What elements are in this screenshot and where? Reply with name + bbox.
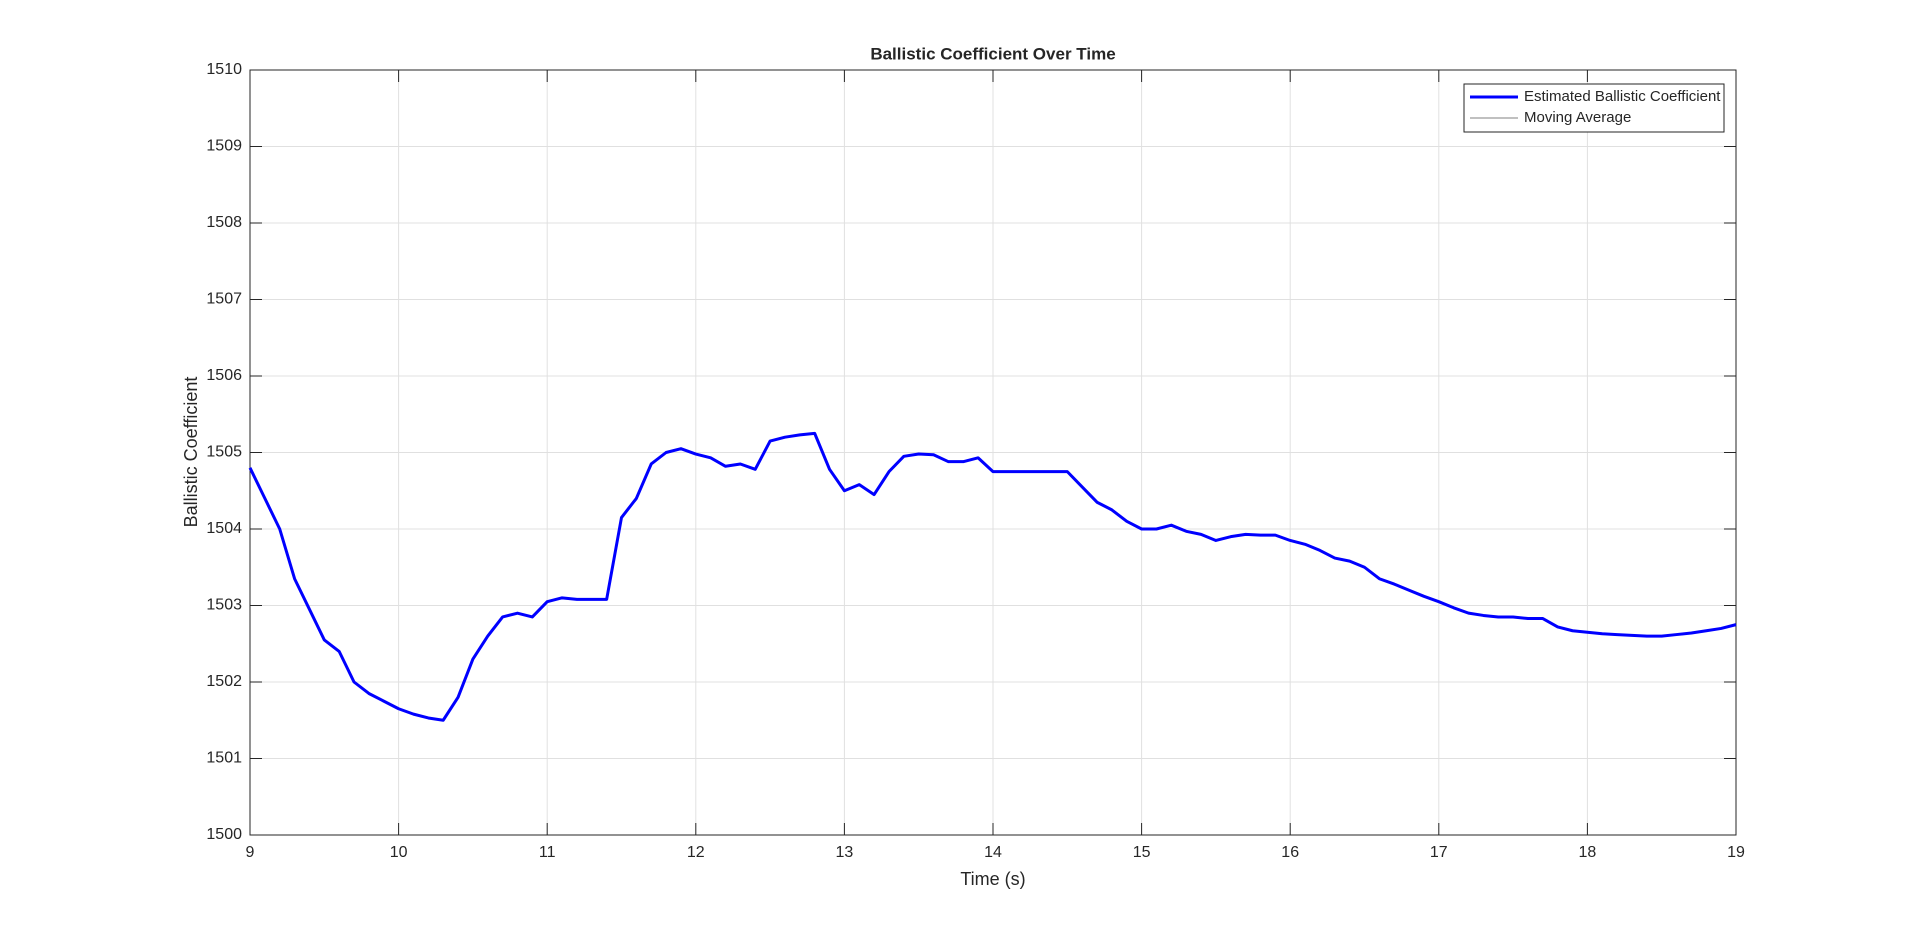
x-tick-label: 17: [1430, 844, 1448, 861]
y-tick-label: 1503: [206, 597, 242, 614]
y-tick-label: 1506: [206, 367, 242, 384]
y-tick-label: 1502: [206, 673, 242, 690]
legend-label: Moving Average: [1524, 109, 1631, 126]
y-tick-label: 1510: [206, 61, 242, 78]
x-tick-label: 15: [1133, 844, 1151, 861]
x-tick-label: 18: [1579, 844, 1597, 861]
y-axis-label: Ballistic Coefficient: [181, 377, 201, 528]
y-tick-label: 1507: [206, 291, 242, 308]
y-tick-label: 1505: [206, 444, 242, 461]
x-tick-label: 19: [1727, 844, 1745, 861]
x-tick-label: 13: [836, 844, 854, 861]
y-tick-label: 1501: [206, 750, 242, 767]
legend-box: [1463, 83, 1725, 133]
x-tick-label: 10: [390, 844, 408, 861]
y-tick-label: 1509: [206, 138, 242, 155]
x-tick-label: 11: [539, 844, 556, 861]
y-tick-label: 1500: [206, 826, 242, 843]
x-tick-label: 12: [687, 844, 705, 861]
data-line: [248, 431, 1737, 722]
chart-title: Ballistic Coefficient Over Time: [870, 44, 1115, 63]
y-tick-label: 1508: [206, 214, 242, 231]
legend-label: Estimated Ballistic Coefficient: [1524, 88, 1721, 105]
x-tick-label: 16: [1281, 844, 1299, 861]
x-tick-label: 9: [246, 844, 255, 861]
x-tick-label: 14: [984, 844, 1002, 861]
x-axis-label: Time (s): [960, 869, 1025, 889]
y-tick-label: 1504: [206, 520, 242, 537]
plot-frame: [249, 69, 1737, 836]
